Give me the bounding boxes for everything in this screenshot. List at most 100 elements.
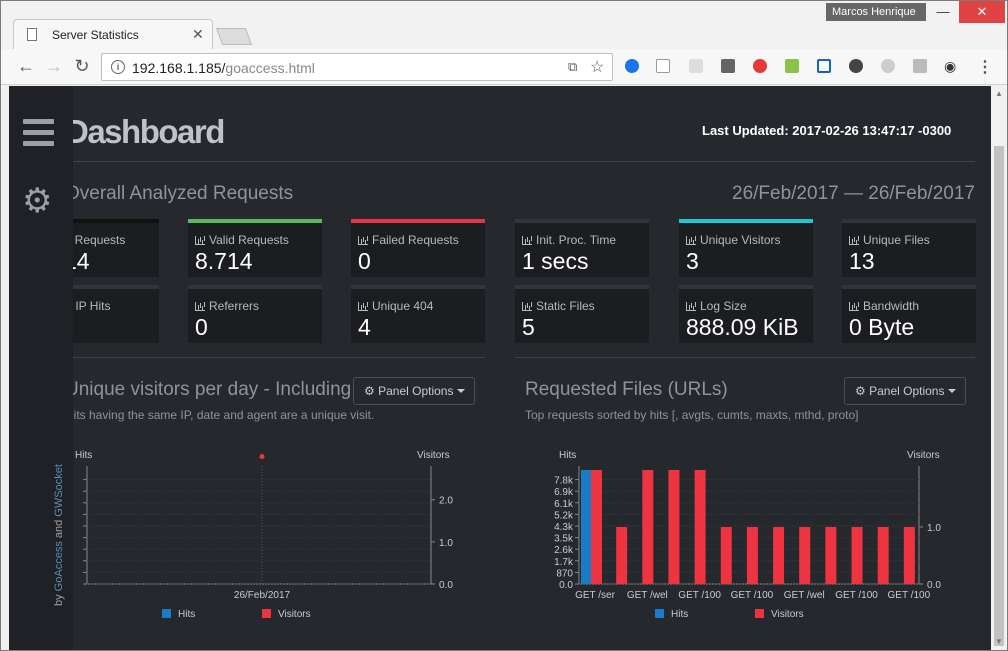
stat-card-value: 5 — [522, 314, 535, 340]
eye-icon[interactable]: ◉ — [944, 58, 957, 74]
visitors-panel-options-button[interactable]: ⚙ Panel Options — [353, 377, 475, 405]
y-tick-label: 2.0 — [439, 496, 453, 507]
visitors-bar — [773, 527, 785, 584]
stat-card-value: 13 — [849, 248, 875, 274]
extension-icon[interactable] — [689, 59, 703, 73]
overall-title: Overall Analyzed Requests — [65, 183, 294, 204]
bar-chart-icon — [522, 302, 532, 311]
stat-card: Unique Visitors 3 — [679, 219, 813, 277]
tab-title: Server Statistics — [52, 28, 139, 42]
y-axis-left-label: Hits — [559, 450, 576, 461]
scroll-up-icon[interactable]: ▲ — [995, 89, 1003, 98]
visitors-bar — [799, 527, 811, 584]
stat-card-label-text: Failed Requests — [372, 233, 459, 247]
visitors-bar — [877, 527, 889, 584]
profile-name[interactable]: Marcos Henrique — [826, 3, 926, 21]
hits-bar — [581, 470, 591, 584]
bar-chart-icon — [686, 302, 696, 311]
gwsocket-link[interactable]: GWSocket — [53, 464, 65, 517]
stat-card-label: Static Files — [522, 299, 595, 313]
stat-card-label-text: Referrers — [209, 299, 260, 313]
extension-icon[interactable] — [785, 59, 799, 73]
hamburger-menu-icon[interactable] — [23, 119, 54, 146]
title-bar: Server Statistics ✕ Marcos Henrique — ✕ — [1, 1, 1007, 49]
visitors-bar — [591, 470, 602, 584]
menu-icon[interactable]: ⋮ — [977, 59, 993, 76]
stat-card-label: Log Size — [686, 299, 747, 313]
stat-card-value: 0 — [195, 314, 208, 340]
sidebar: ⚙ by GoAccess and GWSocket — [9, 86, 73, 650]
x-tick-label: GET /ser — [575, 590, 615, 601]
stat-card-label: Unique Files — [849, 233, 930, 247]
browser-toolbar: ← → ↻ i 192.168.1.185/goaccess.html ⧉ ☆ … — [1, 49, 1007, 85]
goaccess-link[interactable]: GoAccess — [53, 541, 65, 592]
url-text[interactable]: 192.168.1.185/goaccess.html — [132, 60, 315, 76]
stat-card-label-text: Bandwidth — [863, 299, 920, 313]
gear-icon[interactable]: ⚙ — [22, 182, 53, 220]
legend-swatch-hits — [162, 609, 171, 618]
bar-chart-icon — [358, 302, 368, 311]
minimize-button[interactable]: — — [936, 4, 950, 19]
bar-chart-icon — [358, 236, 368, 245]
y-axis-left-label: Hits — [75, 450, 92, 461]
visitors-point — [259, 454, 265, 460]
visitors-bar — [851, 527, 863, 584]
extension-icon[interactable] — [721, 59, 735, 73]
y-tick-label: 7.8k — [554, 476, 574, 487]
requests-panel-options-button[interactable]: ⚙ Panel Options — [844, 377, 966, 405]
scrollbar-thumb[interactable] — [994, 146, 1004, 646]
stat-card-value: 8.714 — [195, 248, 253, 274]
y-tick-label: 5.2k — [554, 510, 574, 521]
new-tab-button[interactable] — [215, 28, 253, 45]
info-icon[interactable]: i — [111, 60, 125, 74]
stat-card: Valid Requests 8.714 — [188, 219, 322, 277]
bar-chart-icon — [195, 236, 205, 245]
extension-icon[interactable] — [625, 59, 639, 73]
scrollbar[interactable]: ▲ ▼ — [991, 86, 1007, 650]
requests-panel-title: Requested Files (URLs) — [525, 379, 728, 400]
date-range: 26/Feb/2017 — 26/Feb/2017 — [732, 183, 975, 204]
reload-icon[interactable]: ↻ — [74, 56, 90, 76]
dashboard-content: Dashboard Last Updated: 2017-02-26 13:47… — [9, 86, 991, 650]
maximize-button[interactable] — [931, 1, 957, 23]
visitors-bar — [616, 527, 628, 584]
address-bar[interactable]: i 192.168.1.185/goaccess.html ⧉ ☆ — [101, 53, 613, 81]
y-tick-label: 6.1k — [554, 499, 574, 510]
visitors-bar — [694, 470, 706, 584]
extension-icon[interactable] — [849, 59, 863, 73]
stat-card-label: Referrers — [195, 299, 259, 313]
tab-close-icon[interactable]: ✕ — [192, 26, 204, 42]
bar-chart-icon — [686, 236, 696, 245]
stat-card-label: Unique 404 — [358, 299, 433, 313]
extension-icon[interactable] — [753, 59, 767, 73]
extension-icon[interactable] — [913, 59, 927, 73]
stat-card-label-text: Log Size — [700, 299, 747, 313]
stat-card-value: 1 secs — [522, 248, 589, 274]
visitors-bar — [825, 527, 837, 584]
forward-icon[interactable]: → — [45, 56, 63, 76]
x-tick-label: GET /100 — [835, 590, 878, 601]
extension-icon[interactable] — [656, 59, 670, 73]
y-axis-right-label: Visitors — [907, 450, 940, 461]
bookmark-star-icon[interactable]: ☆ — [590, 59, 605, 76]
scroll-down-icon[interactable]: ▼ — [995, 637, 1003, 646]
browser-tab[interactable]: Server Statistics ✕ — [13, 19, 213, 49]
stat-card: Referrers 0 — [188, 285, 322, 343]
extension-icon[interactable] — [881, 59, 895, 73]
y-tick-label: 1.7k — [554, 557, 574, 568]
y-tick-label: 1.0 — [927, 523, 941, 534]
y-tick-label: 2.6k — [554, 545, 574, 556]
legend-swatch-visitors — [755, 609, 764, 618]
legend-swatch-hits — [655, 609, 664, 618]
extension-icon[interactable] — [817, 59, 831, 73]
close-button[interactable]: ✕ — [959, 1, 1005, 23]
x-tick-label: GET /wel — [627, 590, 668, 601]
back-icon[interactable]: ← — [17, 56, 35, 76]
divider — [515, 357, 975, 358]
translate-icon[interactable]: ⧉ — [568, 59, 578, 74]
legend-swatch-visitors — [262, 609, 271, 618]
stat-card-value: 0 — [358, 248, 371, 274]
y-tick-label: 3.5k — [554, 534, 574, 545]
stat-card-value: 3 — [686, 248, 699, 274]
